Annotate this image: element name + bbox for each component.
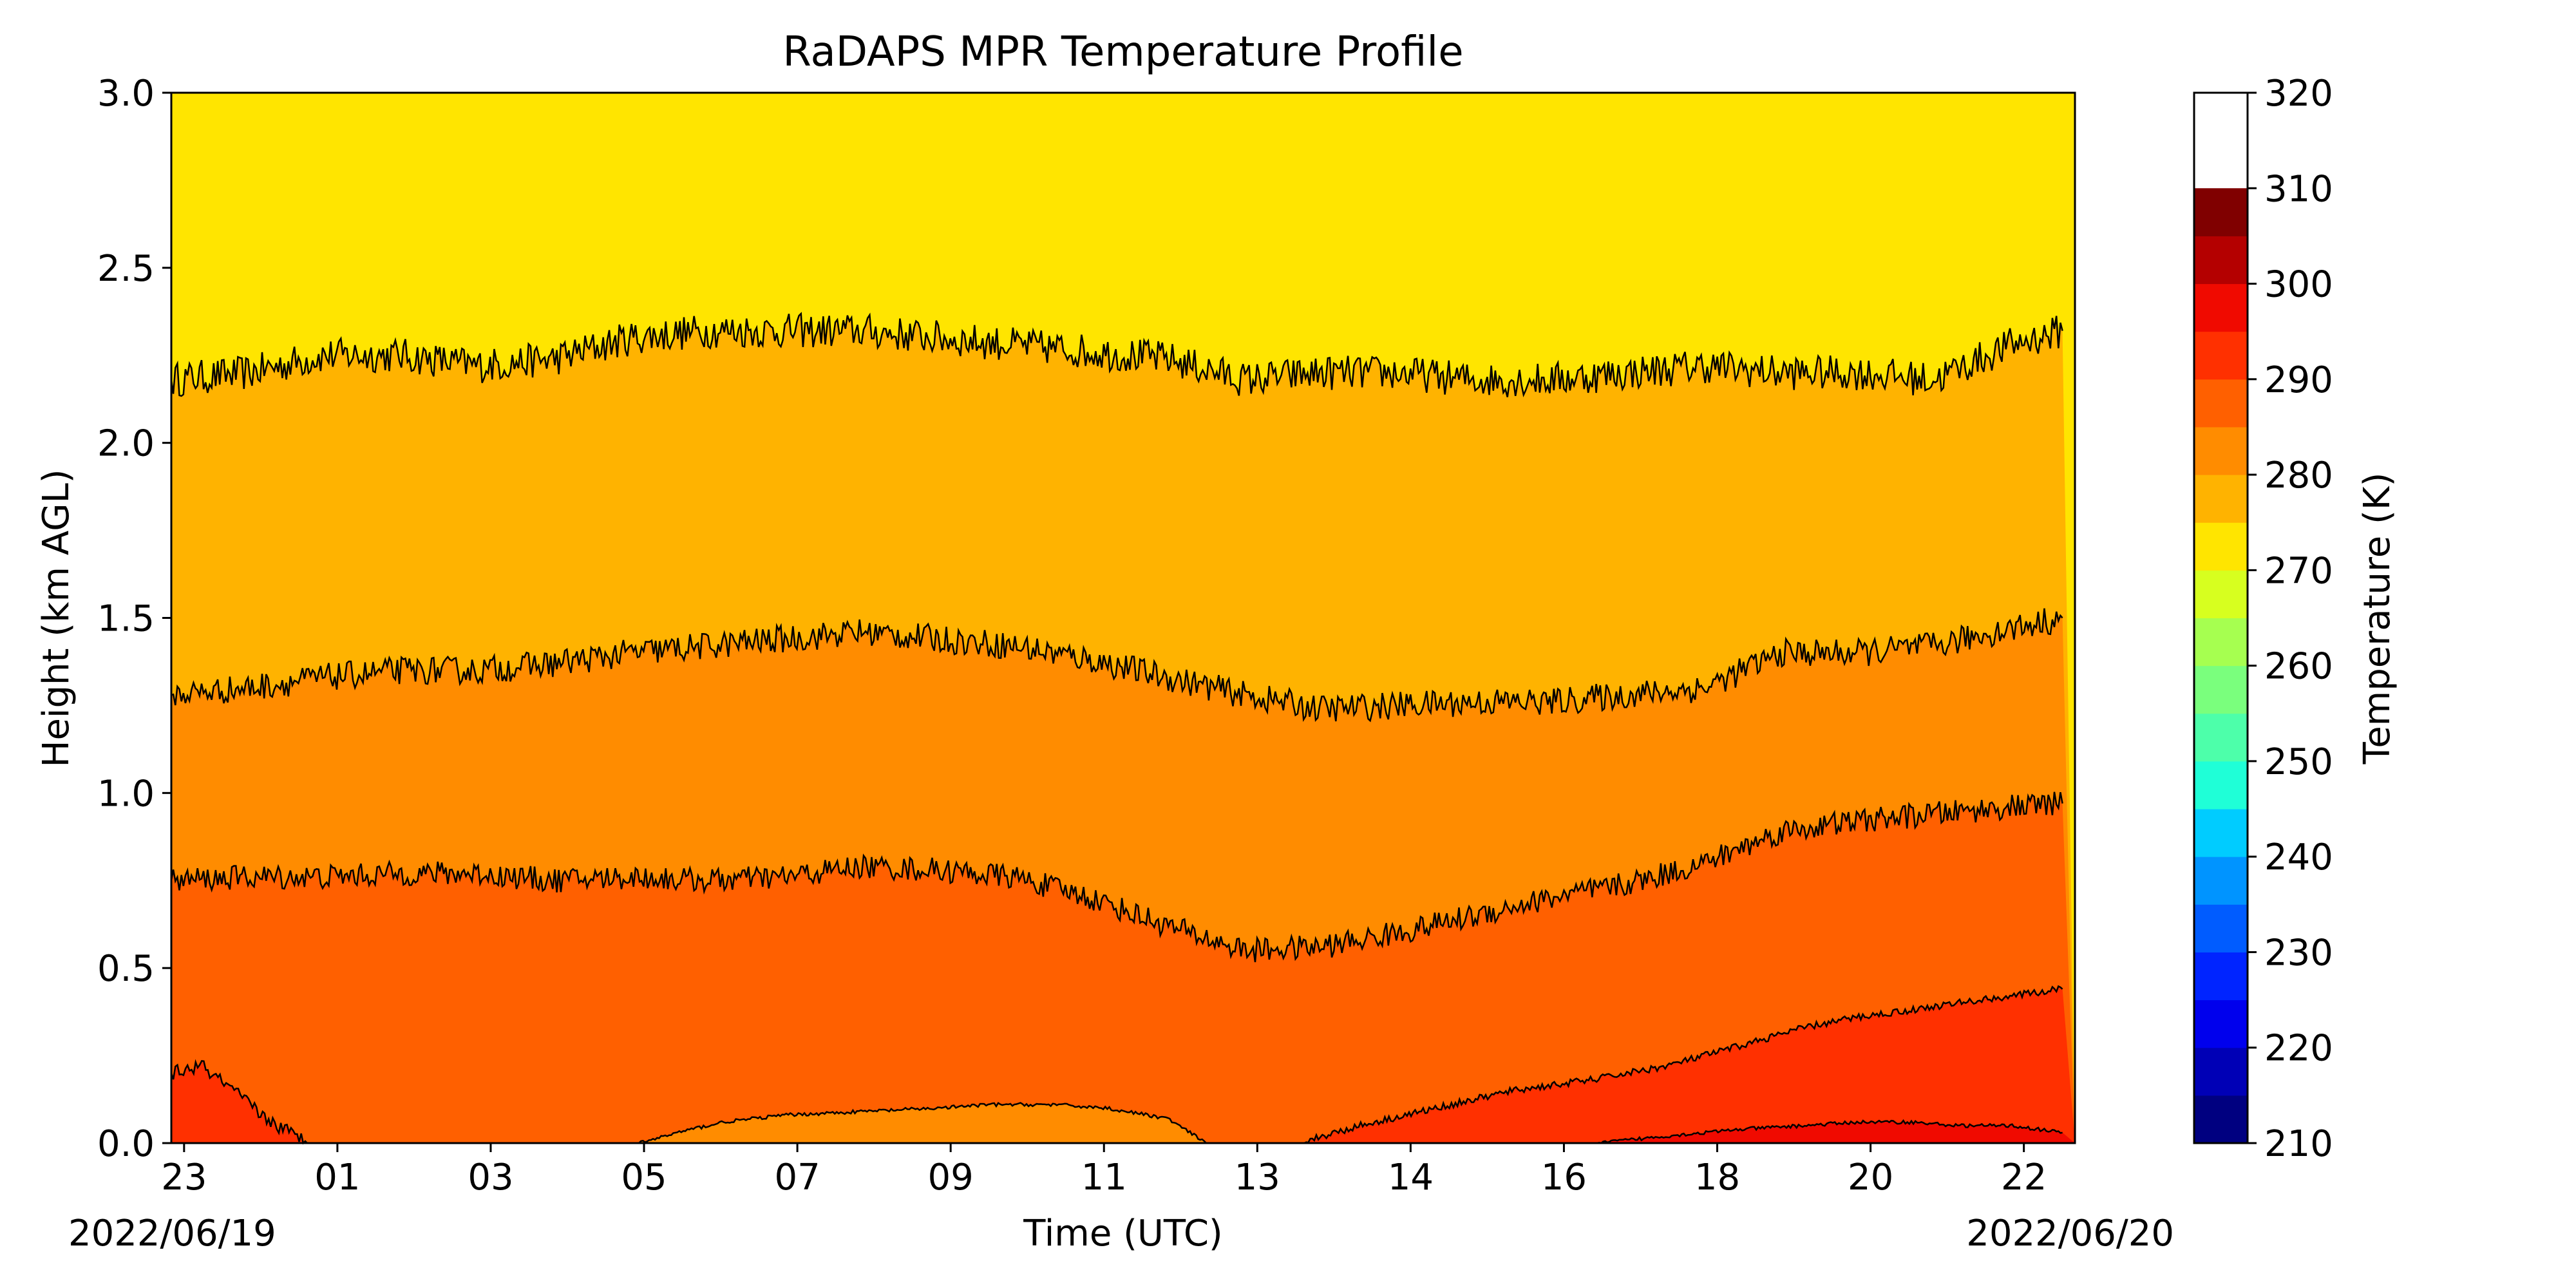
colorbar-tick-label-230: 230 [2264, 932, 2333, 974]
x-tick-label-09: 09 [928, 1157, 974, 1198]
band-295-300 [171, 791, 2075, 1143]
x-tick-label-18: 18 [1694, 1157, 1740, 1198]
x-tick-label-13: 13 [1235, 1157, 1280, 1198]
y-axis-label: Height (km AGL) [35, 469, 77, 767]
colorbar-tick-label-310: 310 [2264, 168, 2333, 210]
x-tick-label-03: 03 [468, 1157, 513, 1198]
colorbar-swatch-250-255 [2194, 713, 2248, 762]
colorbar: 210 220 230 240 250 260 270 280 290 300 310 320 [2193, 73, 2333, 1165]
colorbar-swatch-230-235 [2194, 904, 2248, 952]
date-start-label: 2022/06/19 [68, 1213, 276, 1255]
y-tick-label-1.5: 1.5 [97, 598, 155, 640]
colorbar-frame [2193, 91, 2249, 1144]
colorbar-tick-label-240: 240 [2264, 837, 2333, 878]
x-tick-label-22: 22 [2001, 1157, 2047, 1198]
y-tick-label-0.0: 0.0 [97, 1123, 155, 1165]
isotherm-295-pocket-line [638, 1101, 1207, 1144]
colorbar-swatch-210-215 [2194, 1095, 2248, 1144]
y-axis: 0.0 0.5 1.0 1.5 2.0 2.5 3.0 [97, 73, 171, 1165]
x-tick-label-01: 01 [314, 1157, 360, 1198]
colorbar-swatch-290-295 [2194, 331, 2248, 380]
y-tick-label-2.5: 2.5 [97, 248, 155, 290]
colorbar-tick-label-320: 320 [2264, 73, 2333, 115]
colorbar-swatch-275-280 [2194, 475, 2248, 523]
colorbar-tick-label-280: 280 [2264, 455, 2333, 497]
colorbar-tick-label-210: 210 [2264, 1123, 2333, 1165]
isotherm-295-line [170, 791, 2063, 963]
isotherm-285-line [170, 312, 2063, 398]
colorbar-tick-label-300: 300 [2264, 264, 2333, 306]
colorbar-swatch-255-260 [2194, 665, 2248, 714]
colorbar-swatch-270-275 [2194, 522, 2248, 571]
isotherm-290-line [171, 608, 2063, 723]
isotherm-300-line-late [1298, 985, 2063, 1144]
isotherm-300-line-early [170, 1059, 310, 1145]
plot-area [170, 91, 2076, 1145]
colorbar-label: Temperature (K) [2356, 473, 2398, 765]
date-end-label: 2022/06/20 [1966, 1213, 2174, 1255]
colorbar-swatch-245-250 [2194, 761, 2248, 810]
x-tick-label-23: 23 [161, 1157, 207, 1198]
chart-title: RaDAPS MPR Temperature Profile [782, 28, 1463, 76]
x-tick-label-16: 16 [1541, 1157, 1587, 1198]
x-tick-label-11: 11 [1081, 1157, 1127, 1198]
colorbar-tick-label-250: 250 [2264, 741, 2333, 783]
x-tick-label-14: 14 [1388, 1157, 1434, 1198]
colorbar-swatch-225-230 [2194, 952, 2248, 1001]
y-tick-label-2.0: 2.0 [97, 423, 155, 465]
x-tick-label-05: 05 [621, 1157, 667, 1198]
colorbar-swatch-260-265 [2194, 618, 2248, 667]
colorbar-swatch-305-310 [2194, 188, 2248, 236]
x-tick-label-20: 20 [1848, 1157, 1893, 1198]
x-tick-label-07: 07 [774, 1157, 820, 1198]
colorbar-tick-label-260: 260 [2264, 646, 2333, 688]
colorbar-tick-label-270: 270 [2264, 550, 2333, 592]
colorbar-tick-label-290: 290 [2264, 359, 2333, 401]
colorbar-tick-label-220: 220 [2264, 1028, 2333, 1070]
colorbar-swatch-215-220 [2194, 1047, 2248, 1096]
colorbar-swatch-280-285 [2194, 426, 2248, 475]
isotherm-305-line [1596, 1119, 2063, 1144]
band-cool-pocket [639, 1103, 1206, 1143]
band-300-305-late [1298, 986, 2075, 1143]
colorbar-swatch-240-245 [2194, 809, 2248, 857]
colorbar-swatch-300-305 [2194, 236, 2248, 285]
colorbar-swatch-265-270 [2194, 570, 2248, 618]
x-axis-label: Time (UTC) [1023, 1213, 1223, 1255]
colorbar-swatch-220-225 [2194, 999, 2248, 1048]
colorbar-swatch-235-240 [2194, 857, 2248, 905]
y-tick-label-0.5: 0.5 [97, 948, 155, 990]
y-tick-label-1.0: 1.0 [97, 773, 155, 815]
colorbar-swatch-285-290 [2194, 379, 2248, 428]
x-axis: 23 01 03 05 07 09 11 13 14 16 18 20 22 [161, 1143, 2047, 1198]
band-305-310 [1597, 1121, 2075, 1143]
colorbar-swatch-295-300 [2194, 283, 2248, 332]
y-tick-label-3.0: 3.0 [97, 73, 155, 115]
